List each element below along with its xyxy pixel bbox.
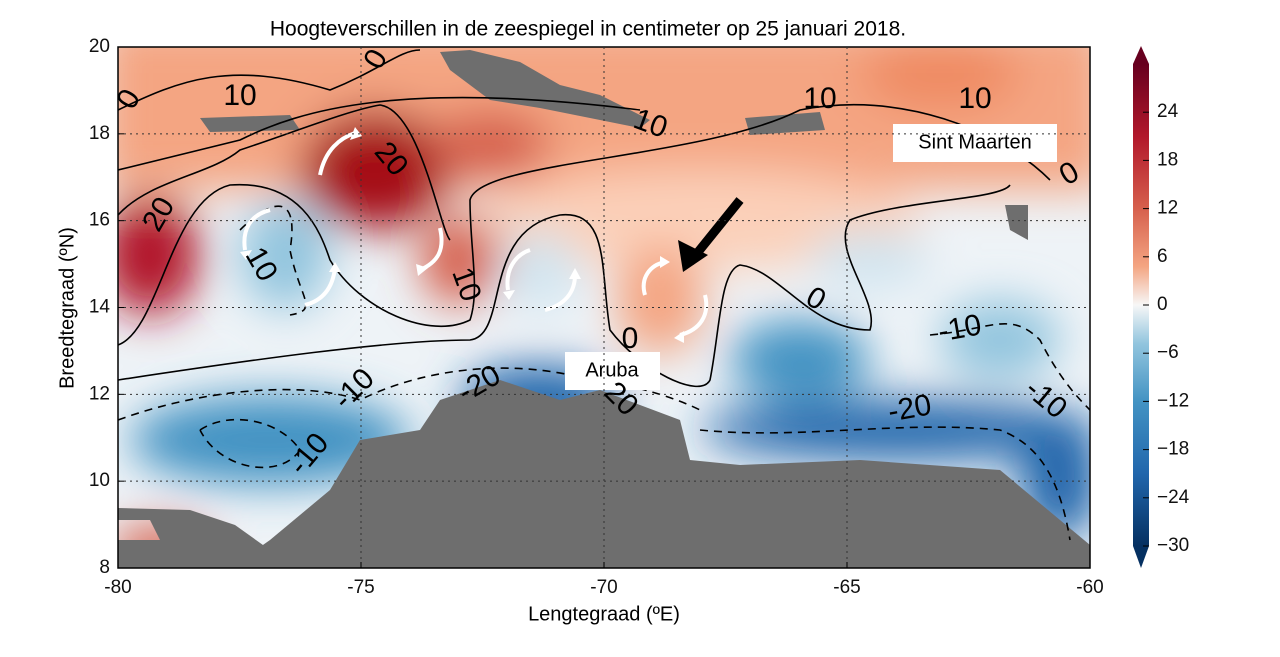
label-box <box>565 352 660 390</box>
colorbar-tick-label: 18 <box>1157 149 1178 170</box>
colorbar-tick-label: −12 <box>1157 390 1189 411</box>
contour-label: -10 <box>936 308 984 348</box>
contour-label: 10 <box>223 79 256 112</box>
colorbar-tick-label: −18 <box>1157 439 1189 460</box>
x-tick-label: -70 <box>590 577 617 598</box>
colorbar-tick-label: −24 <box>1157 487 1190 508</box>
annotation: Sint Maarten <box>918 131 1031 153</box>
colorbar-tick-label: 0 <box>1157 294 1168 315</box>
chart-title: Hoogteverschillen in de zeespiegel in ce… <box>270 18 906 41</box>
annotation: Aruba <box>585 359 639 381</box>
colorbar-extend <box>1133 546 1149 568</box>
colorbar-tick-label: −6 <box>1157 342 1179 363</box>
y-tick-label: 20 <box>89 36 110 57</box>
x-tick-label: -80 <box>104 577 131 598</box>
colorbar-tick-label: −30 <box>1157 535 1189 556</box>
colorbar-tick-label: 12 <box>1157 198 1178 219</box>
y-tick-label: 18 <box>89 123 110 144</box>
contour-label: 10 <box>958 82 991 115</box>
colorbar-tick-label: 24 <box>1157 101 1179 122</box>
label-box <box>893 124 1057 162</box>
contour-label: -20 <box>886 388 934 428</box>
colorbar-extend <box>1133 46 1149 64</box>
contour-label: 10 <box>803 82 836 115</box>
x-tick-label: -65 <box>833 577 860 598</box>
y-tick-label: 12 <box>89 383 110 404</box>
x-axis-label: Lengtegraad (ºE) <box>528 603 680 625</box>
y-axis-label: Breedtegraad (ºN) <box>56 227 78 389</box>
x-tick-label: -60 <box>1076 577 1103 598</box>
colorbar-tick-label: 6 <box>1157 246 1168 267</box>
colorbar <box>1133 64 1149 546</box>
y-tick-label: 10 <box>89 470 110 491</box>
y-tick-label: 14 <box>89 297 111 318</box>
y-tick-label: 16 <box>89 210 110 231</box>
x-tick-label: -75 <box>347 577 374 598</box>
y-tick-label: 8 <box>99 557 110 578</box>
contour-label: 0 <box>622 322 639 355</box>
